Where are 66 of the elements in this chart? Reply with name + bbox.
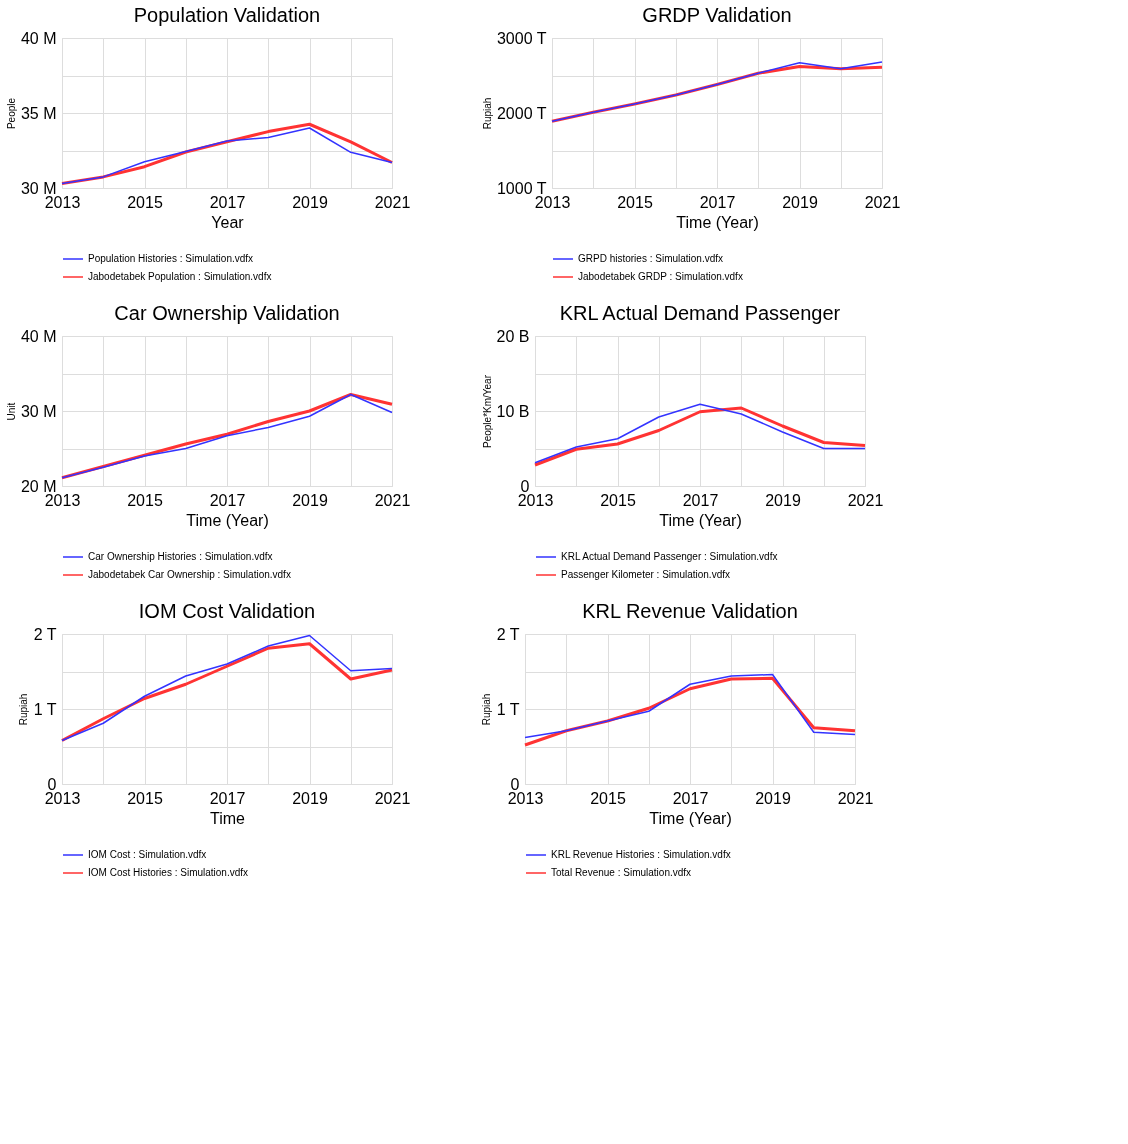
x-tick-label: 2021 [374, 789, 411, 807]
y-axis-title: Unit [5, 402, 17, 421]
legend-label: IOM Cost : Simulation.vdfx [88, 849, 207, 860]
legend-label: Jabodetabek Car Ownership : Simulation.vdfx [88, 569, 291, 580]
x-tick-label: 2021 [374, 491, 411, 509]
legend-label: Car Ownership Histories : Simulation.vdfx [88, 551, 273, 562]
x-tick-label: 2015 [127, 789, 163, 807]
x-tick-label: 2015 [600, 491, 636, 509]
x-axis-title: Year [211, 213, 245, 231]
legend-label: GRPD histories : Simulation.vdfx [578, 253, 724, 264]
x-tick-label: 2019 [292, 789, 328, 807]
x-tick-label: 2015 [617, 193, 653, 211]
x-tick-label: 2021 [837, 789, 874, 807]
x-tick-label: 2017 [699, 193, 736, 211]
x-tick-label: 2015 [127, 491, 163, 509]
x-tick-label: 2019 [755, 789, 791, 807]
x-tick-label: 2017 [682, 491, 719, 509]
chart-title: Car Ownership Validation [114, 302, 340, 324]
chart-title: IOM Cost Validation [138, 600, 316, 622]
legend-label: Passenger Kilometer : Simulation.vdfx [561, 569, 730, 580]
y-tick-label: 10 B [496, 402, 530, 420]
legend-label: KRL Actual Demand Passenger : Simulation.vdfx [561, 551, 778, 562]
x-tick-label: 2015 [590, 789, 626, 807]
y-tick-label: 3000 T [496, 29, 547, 47]
y-axis-title: People [5, 97, 17, 130]
x-axis-title: Time (Year) [186, 511, 269, 529]
x-tick-label: 2019 [292, 193, 328, 211]
x-tick-label: 2017 [209, 491, 246, 509]
x-tick-label: 2017 [209, 789, 246, 807]
y-tick-label: 1 T [33, 700, 57, 718]
x-tick-label: 2019 [782, 193, 818, 211]
legend-label: Total Revenue : Simulation.vdfx [551, 867, 692, 878]
y-tick-label: 40 M [20, 327, 57, 345]
x-axis-title: Time [210, 809, 246, 827]
x-tick-label: 2021 [864, 193, 901, 211]
y-axis-title: Rupiah [481, 97, 493, 130]
y-axis-title: Rupiah [18, 693, 30, 726]
y-axis-title: Rupiah [481, 693, 493, 726]
x-tick-label: 2017 [672, 789, 709, 807]
legend-label: KRL Revenue Histories : Simulation.vdfx [551, 849, 731, 860]
x-tick-label: 2017 [209, 193, 246, 211]
x-axis-title: Time (Year) [649, 809, 732, 827]
y-tick-label: 30 M [20, 402, 57, 420]
y-tick-label: 20 B [496, 327, 530, 345]
x-axis-title: Time (Year) [659, 511, 742, 529]
chart-title: Population Validation [133, 4, 321, 26]
y-axis-title: People*Km/Year [481, 374, 493, 449]
y-tick-label: 2000 T [496, 104, 547, 122]
chart-title: GRDP Validation [642, 4, 792, 26]
legend-label: Jabodetabek Population : Simulation.vdfx [88, 271, 272, 282]
chart-title: KRL Actual Demand Passenger [559, 302, 841, 324]
y-tick-label: 2 T [33, 625, 57, 643]
chart-title: KRL Revenue Validation [582, 600, 798, 622]
x-tick-label: 2015 [127, 193, 163, 211]
y-tick-label: 2 T [496, 625, 520, 643]
legend-label: Jabodetabek GRDP : Simulation.vdfx [578, 271, 743, 282]
x-axis-title: Time (Year) [676, 213, 759, 231]
x-tick-label: 2021 [374, 193, 411, 211]
legend-label: IOM Cost Histories : Simulation.vdfx [88, 867, 249, 878]
legend-label: Population Histories : Simulation.vdfx [88, 253, 254, 264]
y-tick-label: 40 M [20, 29, 57, 47]
y-tick-label: 35 M [20, 104, 57, 122]
x-tick-label: 2019 [765, 491, 801, 509]
y-tick-label: 1 T [496, 700, 520, 718]
x-tick-label: 2021 [847, 491, 884, 509]
x-tick-label: 2019 [292, 491, 328, 509]
